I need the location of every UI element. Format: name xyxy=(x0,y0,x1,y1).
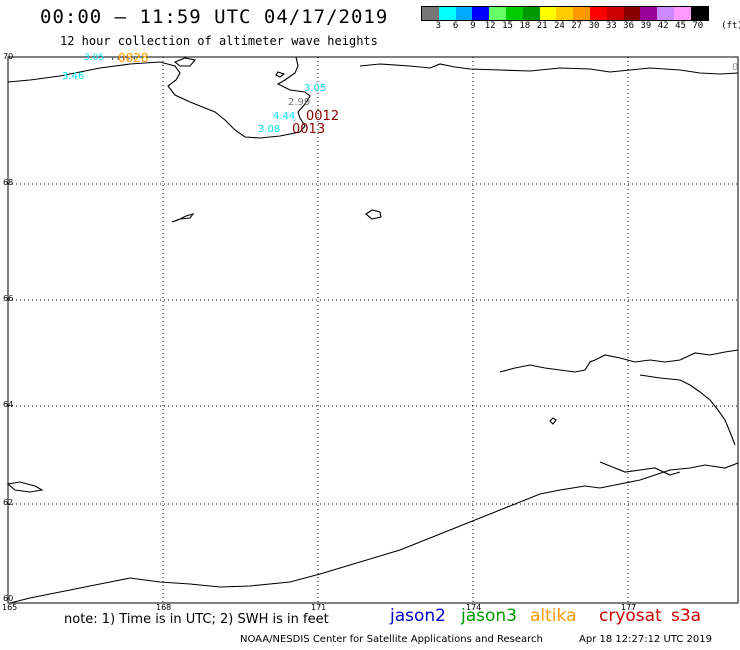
legend-swatch xyxy=(573,7,590,20)
mission-jason3: jason3 xyxy=(461,606,517,626)
footer-credit: NOAA/NESDIS Center for Satellite Applica… xyxy=(240,634,543,645)
legend-swatch xyxy=(606,7,624,20)
legend-swatch xyxy=(505,7,523,20)
lat-label-66: 66 xyxy=(3,294,14,303)
legend-swatch xyxy=(472,7,490,20)
legend-swatch xyxy=(438,7,456,20)
legend-label: 24 xyxy=(553,21,565,31)
graticule xyxy=(8,57,738,603)
legend-label: 27 xyxy=(571,21,583,31)
footer-generated-time: Apr 18 12:27:12 UTC 2019 xyxy=(579,634,712,645)
legend-swatch xyxy=(589,7,607,20)
obs-time-label: 0828 xyxy=(118,51,149,65)
legend-label: 9 xyxy=(470,21,476,31)
legend-label: 33 xyxy=(605,21,617,31)
legend-label: 36 xyxy=(623,21,635,31)
obs-swh-value: 2.99 xyxy=(288,97,311,108)
mission-cryosat: cryosat xyxy=(599,606,662,626)
legend-swatch xyxy=(489,7,506,20)
legend-swatch xyxy=(539,7,557,20)
obs-time-label: 0013 xyxy=(292,122,326,137)
wave-height-color-legend xyxy=(421,6,709,21)
legend-label: 12 xyxy=(484,21,496,31)
legend-label: 70 xyxy=(692,21,704,31)
mission-jason2: jason2 xyxy=(390,606,446,626)
obs-swh-value: 3.05 xyxy=(304,83,327,94)
coastline xyxy=(6,56,739,604)
lon-label-165: 165 xyxy=(2,603,18,612)
mission-altika: altika xyxy=(530,606,577,626)
legend-swatch xyxy=(673,7,691,20)
right-edge-label: 0 xyxy=(732,62,739,73)
footer-note: note: 1) Time is in UTC; 2) SWH is in fe… xyxy=(64,612,329,627)
legend-swatch xyxy=(422,7,439,20)
legend-label: 45 xyxy=(675,21,686,31)
lat-label-64: 64 xyxy=(3,400,14,409)
lon-label-177: 177 xyxy=(621,603,637,612)
legend-label: (ft) xyxy=(721,21,740,31)
legend-label: 21 xyxy=(536,21,548,31)
map-frame xyxy=(7,56,739,604)
obs-time-label: 0012 xyxy=(306,109,340,124)
lat-label-68: 68 xyxy=(3,178,14,187)
legend-swatch xyxy=(455,7,473,20)
lat-label-60: 60 xyxy=(3,594,14,603)
legend-swatch xyxy=(522,7,540,20)
lat-label-62: 62 xyxy=(3,498,14,507)
lat-label-70: 70 xyxy=(3,52,14,61)
legend-label: 18 xyxy=(519,21,531,31)
legend-label: 6 xyxy=(452,21,459,31)
track-markers: ····· · xyxy=(110,55,297,127)
legend-swatch xyxy=(690,7,708,20)
legend-label: 15 xyxy=(502,21,513,31)
obs-swh-value: 3.46 xyxy=(62,71,85,82)
mission-s3a: s3a xyxy=(671,606,702,626)
legend-swatch xyxy=(640,7,658,20)
legend-label: 3 xyxy=(435,21,442,31)
legend-swatch xyxy=(657,7,674,20)
obs-swh-value: 4.44 xyxy=(273,111,296,122)
lon-label-171: 171 xyxy=(311,603,327,612)
lon-label-168: 168 xyxy=(156,603,172,612)
legend-swatch xyxy=(556,7,574,20)
map-subtitle: 12 hour collection of altimeter wave hei… xyxy=(60,34,378,48)
obs-swh-value: 3.08 xyxy=(258,124,281,135)
svg-text:·····: ····· xyxy=(110,55,137,65)
legend-label: 39 xyxy=(640,21,652,31)
map-title: 00:00 – 11:59 UTC 04/17/2019 xyxy=(40,6,389,28)
legend-label: 30 xyxy=(588,21,600,31)
legend-swatch xyxy=(623,7,641,20)
svg-text:·: · xyxy=(292,117,297,127)
lon-label-174: 174 xyxy=(466,603,482,612)
obs-swh-value: 3.05 xyxy=(84,53,105,63)
legend-label: 42 xyxy=(657,21,669,31)
